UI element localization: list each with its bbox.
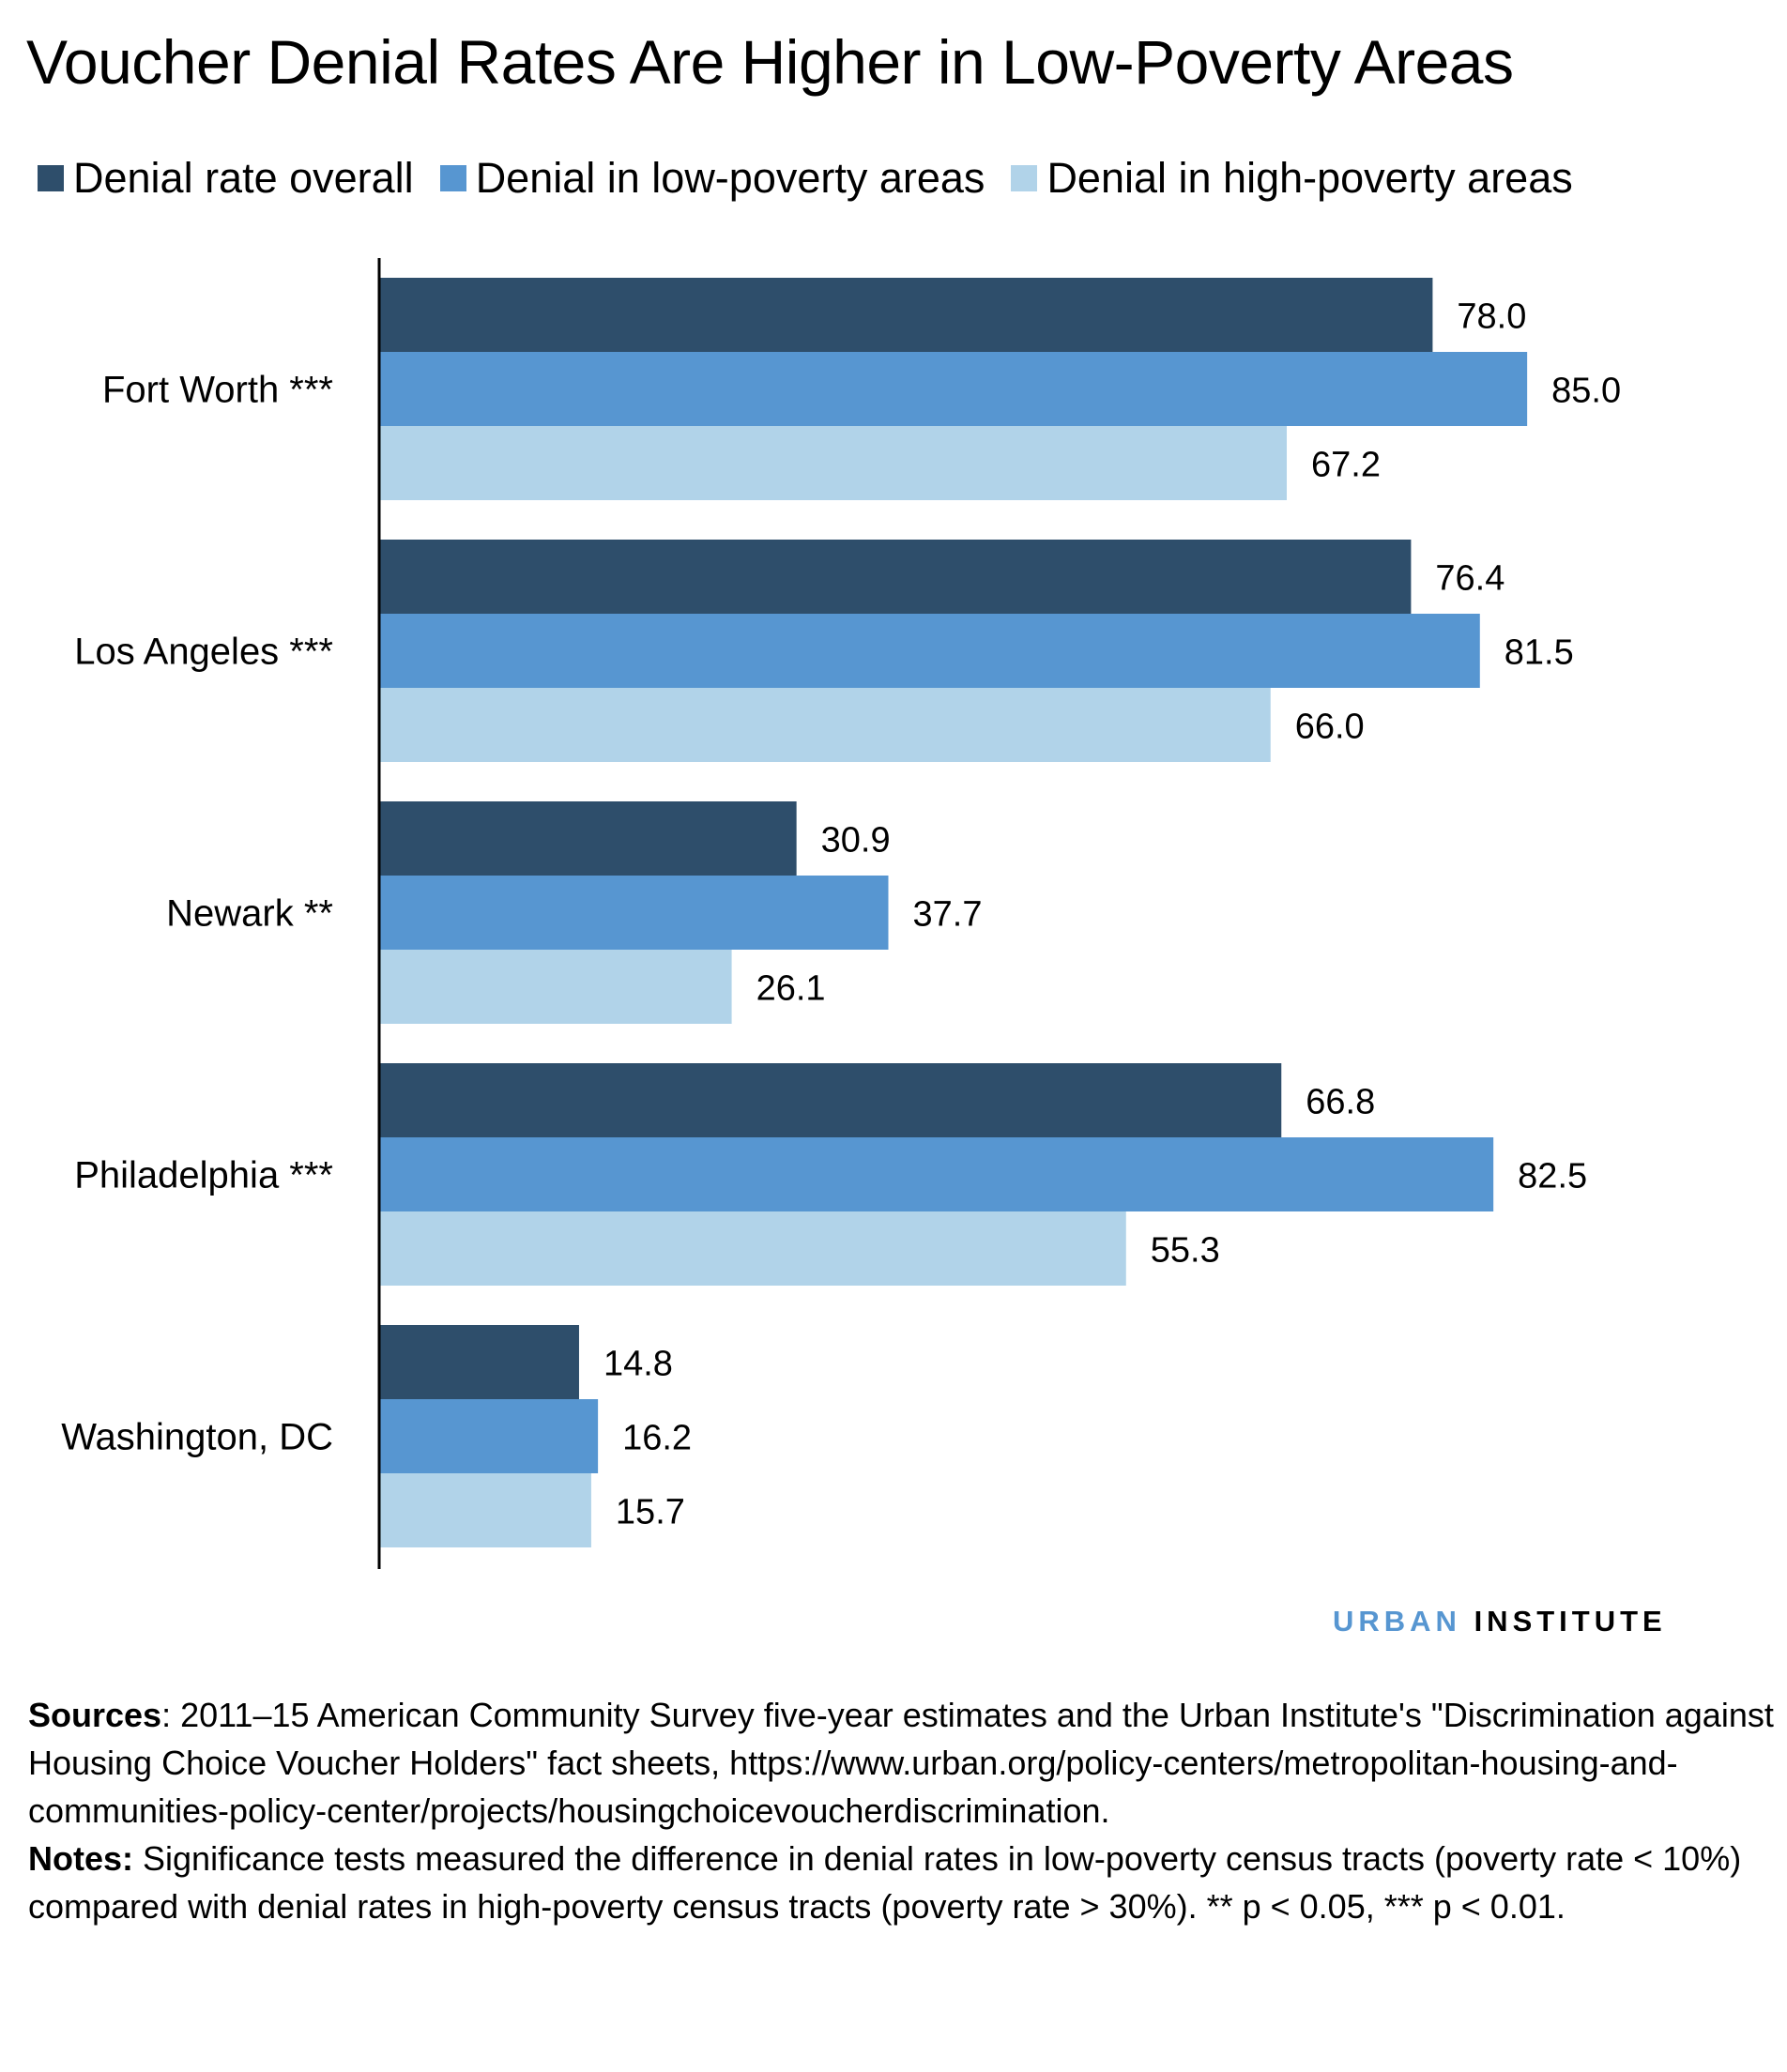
data-label: 37.7	[913, 895, 983, 935]
legend-item-high-poverty: Denial in high-poverty areas	[1011, 154, 1573, 203]
bar	[379, 688, 1271, 762]
bar	[379, 426, 1288, 500]
bar	[379, 1063, 1282, 1137]
data-label: 14.8	[603, 1345, 673, 1384]
legend: Denial rate overall Denial in low-povert…	[38, 154, 1573, 203]
bar	[379, 876, 889, 950]
legend-label: Denial in high-poverty areas	[1046, 154, 1573, 202]
data-label: 78.0	[1457, 297, 1526, 337]
legend-item-overall: Denial rate overall	[38, 154, 414, 203]
sources-label: Sources	[28, 1696, 162, 1734]
data-label: 66.8	[1306, 1083, 1375, 1122]
category-label: Washington, DC	[61, 1417, 333, 1458]
category-label: Newark **	[166, 893, 333, 935]
notes-text: Significance tests measured the differen…	[28, 1839, 1742, 1926]
notes-note: Notes: Significance tests measured the d…	[28, 1835, 1774, 1930]
bar	[379, 278, 1433, 352]
data-label: 85.0	[1551, 372, 1621, 411]
data-label: 55.3	[1151, 1231, 1220, 1271]
bar-chart: Fort Worth *** 78.0 85.0 67.2 Los Angeles **…	[61, 258, 1621, 1569]
data-label: 82.5	[1518, 1157, 1587, 1196]
notes-label: Notes:	[28, 1839, 134, 1878]
bar	[379, 801, 797, 876]
legend-label: Denial rate overall	[73, 154, 414, 202]
bar	[379, 1399, 599, 1473]
data-label: 81.5	[1504, 633, 1574, 673]
bar	[379, 1473, 591, 1547]
notes: Sources: 2011–15 American Community Surv…	[28, 1691, 1774, 1930]
data-label: 16.2	[622, 1419, 692, 1458]
chart-title: Voucher Denial Rates Are Higher in Low-P…	[26, 27, 1514, 97]
sources-note: Sources: 2011–15 American Community Surv…	[28, 1691, 1774, 1835]
bar	[379, 1325, 579, 1399]
logo-institute: INSTITUTE	[1474, 1605, 1667, 1638]
legend-swatch	[1011, 165, 1038, 191]
data-label: 67.2	[1311, 446, 1381, 485]
bar	[379, 352, 1528, 426]
sources-text: : 2011–15 American Community Survey five…	[28, 1696, 1774, 1830]
urban-institute-logo: URBAN INSTITUTE	[1333, 1605, 1667, 1638]
data-label: 30.9	[821, 821, 891, 861]
legend-swatch	[38, 165, 64, 191]
bar	[379, 1211, 1126, 1286]
data-label: 76.4	[1435, 559, 1504, 599]
bar	[379, 540, 1412, 614]
bar	[379, 614, 1480, 688]
category-label: Los Angeles ***	[74, 632, 333, 673]
legend-swatch	[439, 165, 466, 191]
data-label: 26.1	[756, 969, 826, 1009]
bar	[379, 950, 732, 1024]
legend-label: Denial in low-poverty areas	[475, 154, 985, 202]
legend-item-low-poverty: Denial in low-poverty areas	[439, 154, 985, 203]
data-label: 15.7	[616, 1493, 685, 1532]
category-label: Philadelphia ***	[74, 1155, 333, 1196]
bar	[379, 1137, 1494, 1211]
data-label: 66.0	[1295, 708, 1365, 747]
logo-urban: URBAN	[1333, 1605, 1461, 1638]
category-label: Fort Worth ***	[102, 370, 333, 411]
